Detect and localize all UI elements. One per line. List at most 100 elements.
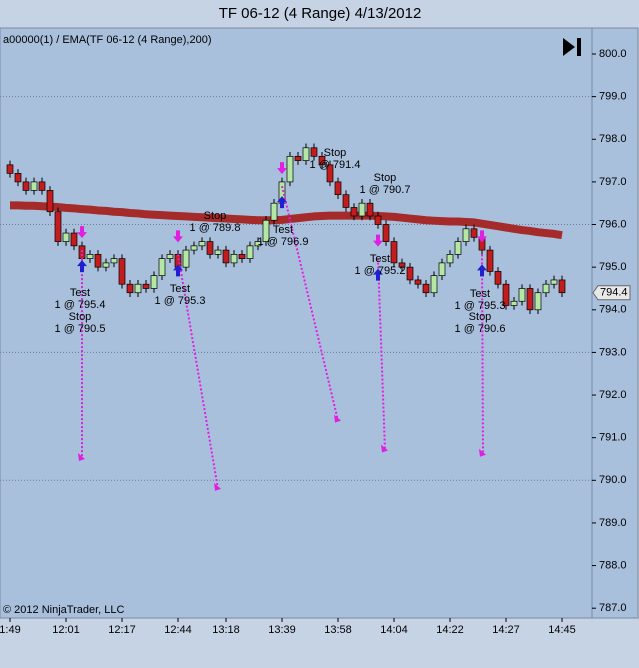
sell-arrow	[277, 162, 287, 175]
chart-title: TF 06-12 (4 Range) 4/13/2012	[219, 5, 422, 22]
candle-body	[398, 262, 406, 268]
buy-arrow	[77, 260, 87, 273]
candle-body	[294, 155, 302, 161]
candle-body	[254, 241, 262, 247]
candle-body	[78, 245, 86, 259]
stop-line	[281, 185, 339, 421]
candle-body	[470, 228, 478, 238]
entry-label: 1 @ 795.2	[355, 265, 406, 277]
candle-body	[86, 254, 94, 259]
buy-arrow	[173, 264, 183, 277]
x-tick-label: 14:45	[548, 624, 576, 636]
y-tick-label: 789.0	[599, 517, 627, 529]
candle-body	[334, 181, 342, 196]
entry-label: 1 @ 796.9	[258, 236, 309, 248]
stop-label: Stop	[324, 147, 347, 159]
y-tick-label: 788.0	[599, 559, 627, 571]
candle-body	[558, 279, 566, 294]
y-tick-label: 800.0	[599, 48, 627, 60]
y-tick-label: 799.0	[599, 91, 627, 103]
candle-body	[102, 262, 110, 268]
candle-body	[526, 288, 534, 311]
entry-label: Test	[370, 253, 390, 265]
y-tick-label: 791.0	[599, 432, 627, 444]
candle-body	[494, 271, 502, 285]
candle-body	[542, 283, 550, 294]
sell-arrow	[373, 234, 383, 247]
candle-body	[510, 300, 518, 306]
buy-arrow	[477, 264, 487, 277]
candle-body	[454, 241, 462, 255]
entry-label: Test	[470, 288, 490, 300]
x-tick-label: 13:58	[324, 624, 352, 636]
candle-body	[30, 181, 38, 191]
candle-body	[390, 241, 398, 264]
candle-body	[446, 254, 454, 264]
stop-label: 1 @ 790.5	[55, 323, 106, 335]
candle-body	[286, 155, 294, 183]
candle-body	[350, 207, 358, 217]
indicator-label: a00000(1) / EMA(TF 06-12 (4 Range),200)	[3, 34, 212, 46]
candle-body	[206, 241, 214, 255]
y-tick-label: 787.0	[599, 602, 627, 614]
candle-body	[38, 181, 46, 191]
candle-body	[22, 181, 30, 191]
candle-body	[358, 202, 366, 217]
candle-body	[94, 254, 102, 268]
candle-body	[126, 283, 134, 294]
buy-arrow	[277, 196, 287, 209]
candle-body	[318, 155, 326, 166]
candle-body	[310, 147, 318, 157]
y-tick-label: 794.0	[599, 304, 627, 316]
candle-body	[222, 249, 230, 264]
stop-label: 1 @ 789.8	[190, 222, 241, 234]
candle-body	[118, 258, 126, 285]
candle-body	[6, 164, 14, 174]
last-price-label: 794.4	[600, 287, 628, 299]
stop-line	[481, 254, 484, 455]
stop-label: 1 @ 791.4	[310, 159, 361, 171]
x-tick-label: 1:49	[0, 624, 21, 636]
x-tick-label: 14:22	[436, 624, 464, 636]
candle-body	[374, 215, 382, 225]
candle-body	[142, 283, 150, 289]
candle-body	[134, 283, 142, 294]
x-tick-label: 12:17	[108, 624, 136, 636]
candle-body	[54, 211, 62, 242]
stop-label: 1 @ 790.6	[455, 323, 506, 335]
candle-body	[110, 258, 118, 264]
stop-arrowhead	[214, 482, 221, 491]
x-tick-label: 13:39	[268, 624, 296, 636]
candle-body	[70, 232, 78, 247]
stop-arrowhead	[479, 448, 486, 457]
candle-body	[406, 266, 414, 281]
entry-label: Test	[70, 287, 90, 299]
y-tick-label: 793.0	[599, 346, 627, 358]
stop-arrowhead	[334, 414, 341, 423]
stop-arrowhead	[78, 452, 85, 461]
stop-label: 1 @ 790.7	[360, 184, 411, 196]
copyright: © 2012 NinjaTrader, LLC	[3, 604, 124, 616]
candle-body	[550, 279, 558, 285]
candle-body	[366, 202, 374, 217]
candle-body	[230, 254, 238, 264]
y-tick-label: 792.0	[599, 389, 627, 401]
candle-body	[342, 194, 350, 208]
x-tick-label: 13:18	[212, 624, 240, 636]
stop-label: Stop	[374, 172, 397, 184]
candle-body	[198, 241, 206, 247]
entry-label: Test	[170, 283, 190, 295]
sell-arrow	[477, 230, 487, 243]
candle-body	[262, 219, 270, 242]
candle-body	[158, 258, 166, 277]
scroll-end-icon[interactable]	[563, 38, 581, 56]
stop-arrowhead	[381, 444, 388, 453]
candle-body	[214, 249, 222, 255]
y-tick-label: 795.0	[599, 261, 627, 273]
candle-body	[62, 232, 70, 242]
plot-area	[0, 27, 593, 619]
candle-body	[414, 279, 422, 285]
entry-label: 1 @ 795.3	[455, 300, 506, 312]
stop-label: Stop	[469, 311, 492, 323]
